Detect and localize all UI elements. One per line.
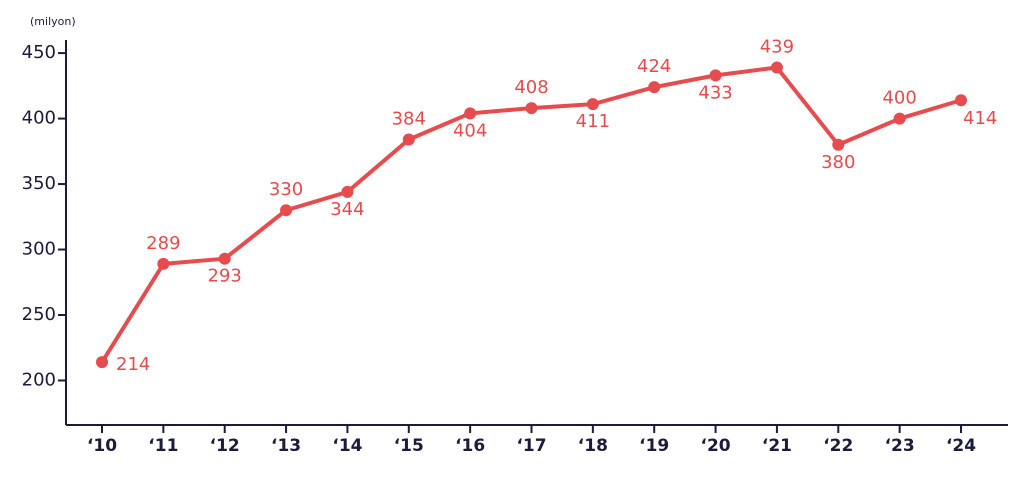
point — [955, 94, 967, 107]
x-tick-label: ‘15 — [394, 436, 424, 456]
point — [402, 133, 415, 146]
x-tick-label: ‘12 — [210, 436, 240, 456]
x-tick-label: ‘11 — [148, 436, 178, 456]
x-tick-label: ‘16 — [455, 436, 485, 456]
y-tick-label: 250 — [22, 304, 56, 325]
data-label: 424 — [637, 56, 671, 77]
point — [218, 252, 231, 265]
point — [280, 204, 293, 217]
data-label: 330 — [269, 179, 303, 200]
x-tick-label: ‘17 — [516, 436, 546, 456]
data-label: 384 — [392, 109, 426, 130]
y-tick-label: 200 — [22, 369, 56, 390]
data-label: 439 — [760, 37, 794, 58]
point — [96, 356, 108, 369]
x-tick-label: ‘10 — [87, 436, 117, 456]
y-axis-label: (milyon) — [30, 15, 76, 28]
point — [525, 102, 538, 115]
x-tick-label: ‘14 — [332, 436, 362, 456]
point — [464, 107, 477, 120]
data-label: 400 — [882, 88, 916, 109]
y-tick-label: 350 — [22, 173, 56, 194]
point — [648, 81, 661, 94]
point — [893, 112, 906, 125]
point — [709, 69, 722, 82]
x-tick-label: ‘19 — [639, 436, 669, 456]
data-label: 408 — [514, 77, 548, 98]
point — [832, 138, 845, 151]
data-label: 404 — [453, 120, 487, 141]
data-label: 214 — [116, 354, 150, 375]
data-label: 289 — [146, 233, 180, 254]
x-tick-label: ‘22 — [823, 436, 853, 456]
point — [157, 257, 170, 270]
y-tick-label: 300 — [22, 239, 56, 260]
data-label: 414 — [963, 108, 997, 129]
x-tick-label: ‘20 — [701, 436, 731, 456]
data-label: 380 — [821, 152, 855, 173]
data-label: 433 — [698, 82, 732, 103]
point — [341, 185, 354, 198]
data-label: 411 — [576, 111, 610, 132]
point — [770, 61, 783, 74]
point — [586, 98, 599, 111]
x-tick-label: ‘18 — [578, 436, 608, 456]
y-tick-label: 400 — [22, 108, 56, 129]
x-tick-label: ‘13 — [271, 436, 301, 456]
x-tick-label: ‘21 — [762, 436, 792, 456]
x-tick-label: ‘24 — [946, 436, 976, 456]
x-tick-label: ‘23 — [885, 436, 915, 456]
data-label: 293 — [208, 266, 242, 287]
y-tick-label: 450 — [22, 42, 56, 63]
data-label: 344 — [330, 199, 364, 220]
